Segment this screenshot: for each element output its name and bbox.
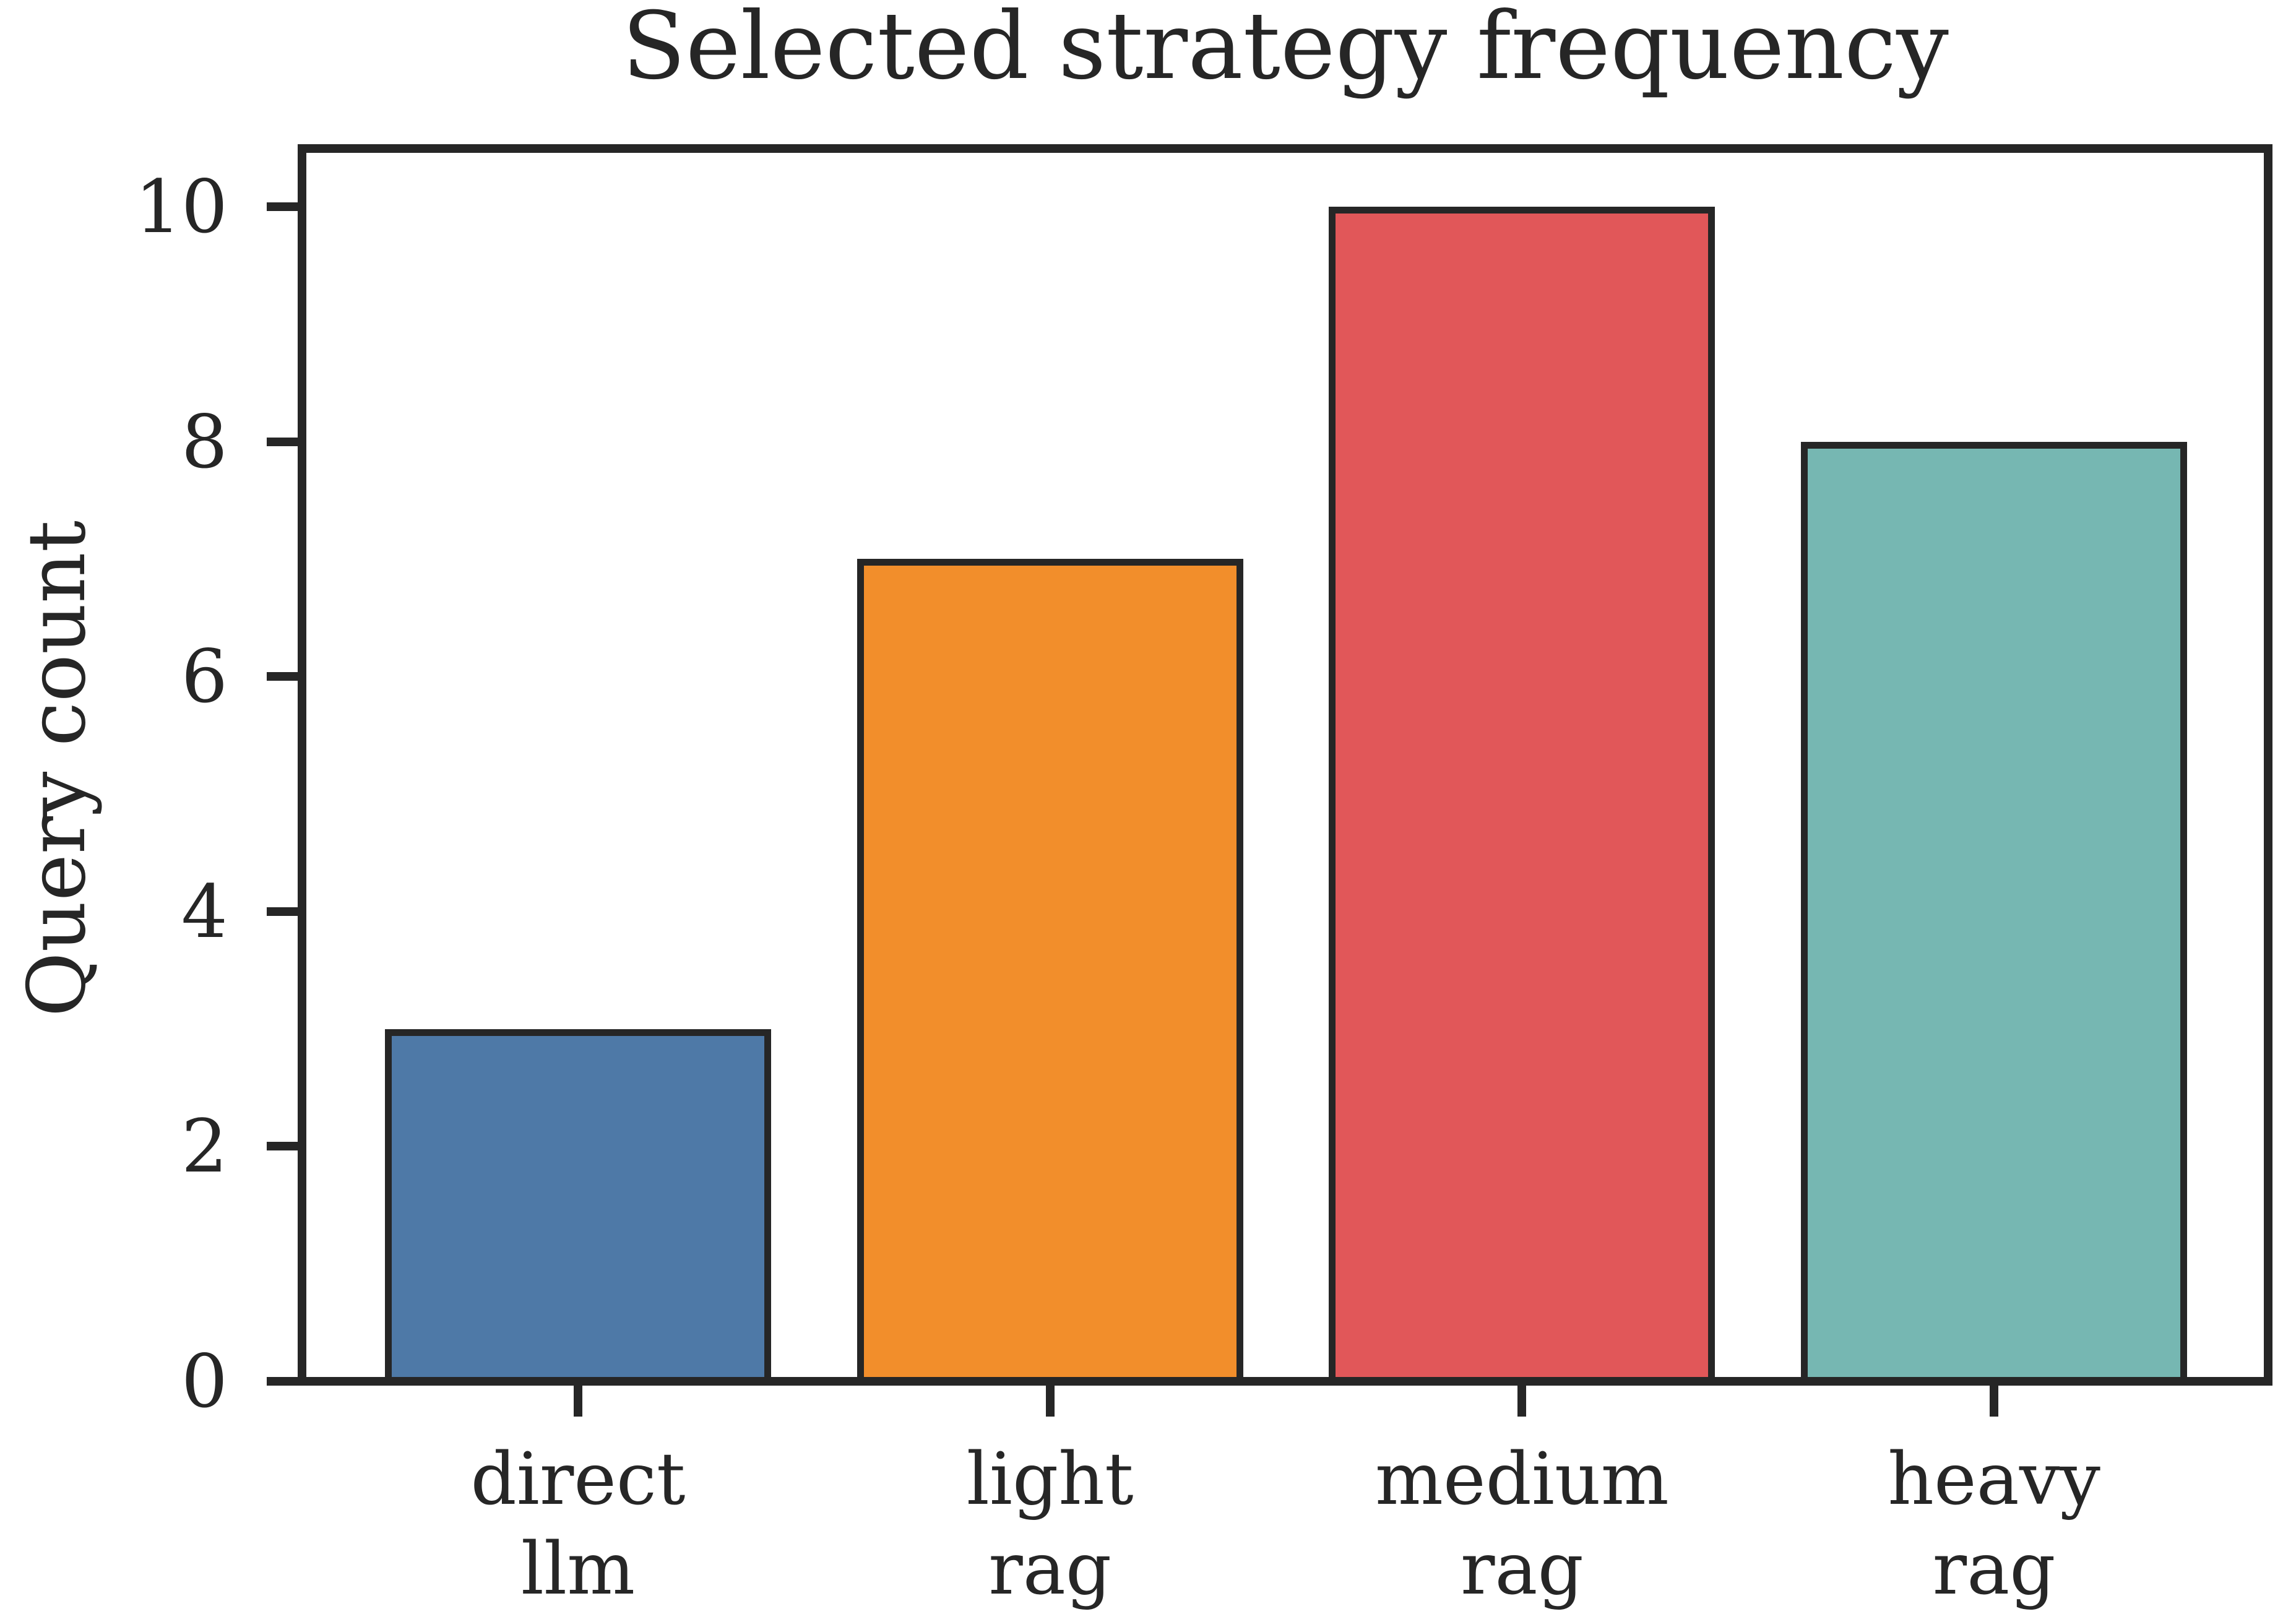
- bar-direct-llm: [385, 1029, 771, 1385]
- x-tick-light-rag: [1045, 1386, 1055, 1417]
- y-tick-6: [267, 672, 298, 681]
- y-tick-label-0: 0: [181, 1339, 228, 1424]
- y-tick-label-4: 4: [181, 868, 228, 954]
- bar-light-rag: [857, 559, 1243, 1385]
- x-tick-label-direct-llm: direct llm: [470, 1438, 686, 1611]
- y-tick-2: [267, 1142, 298, 1151]
- y-tick-4: [267, 907, 298, 916]
- bar-medium-rag: [1329, 207, 1716, 1385]
- y-tick-label-6: 6: [181, 634, 228, 720]
- x-tick-heavy-rag: [1990, 1386, 1999, 1417]
- x-tick-label-light-rag: light rag: [966, 1438, 1134, 1611]
- x-tick-medium-rag: [1517, 1386, 1527, 1417]
- y-tick-10: [267, 202, 298, 211]
- x-tick-direct-llm: [574, 1386, 582, 1417]
- y-tick-0: [267, 1377, 298, 1386]
- y-tick-8: [267, 437, 298, 446]
- chart-title: Selected strategy frequency: [622, 0, 1949, 100]
- y-tick-label-8: 8: [181, 399, 228, 485]
- y-tick-label-2: 2: [181, 1103, 228, 1189]
- y-tick-label-10: 10: [134, 164, 228, 249]
- bar-heavy-rag: [1801, 441, 2188, 1385]
- x-tick-label-medium-rag: medium rag: [1375, 1438, 1669, 1611]
- x-tick-label-heavy-rag: heavy rag: [1888, 1438, 2100, 1611]
